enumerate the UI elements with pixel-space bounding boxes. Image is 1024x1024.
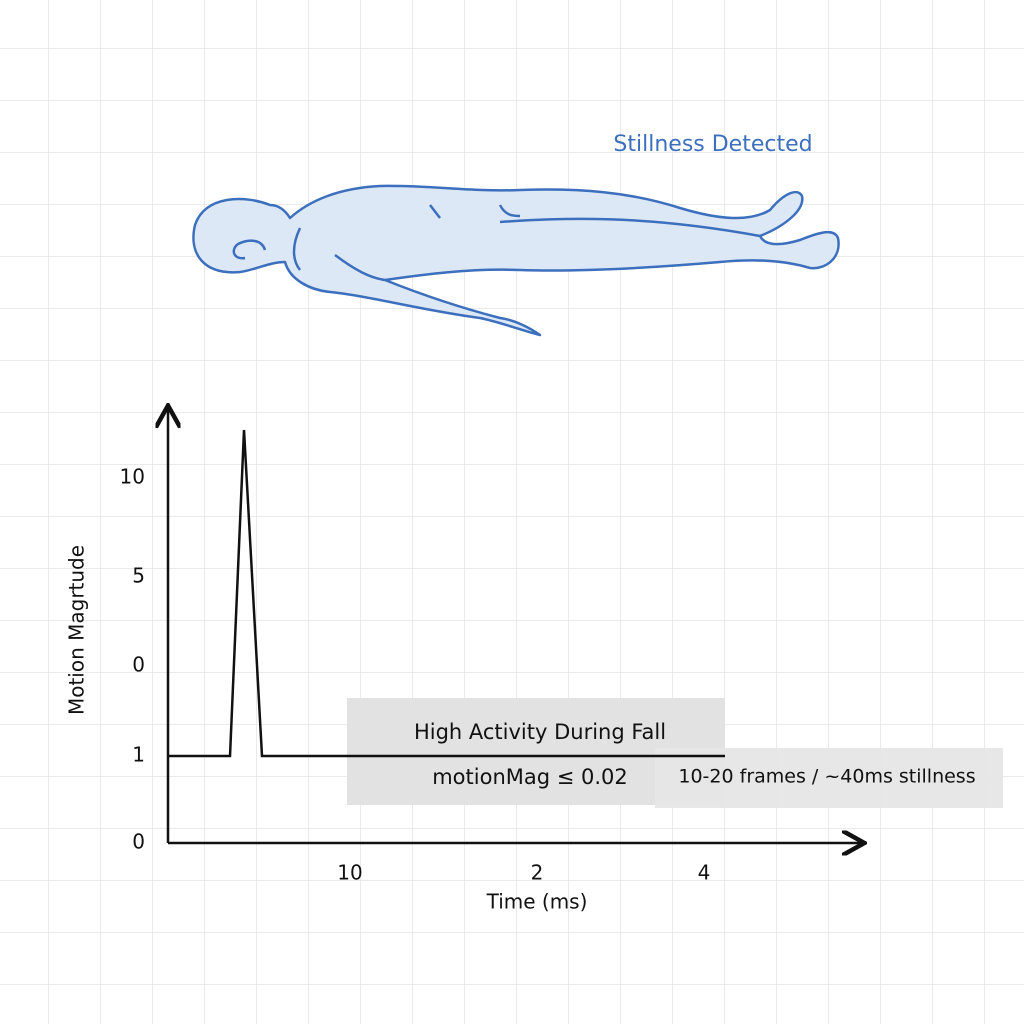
figure-label: Stillness Detected: [613, 132, 812, 157]
motion-line: [168, 429, 725, 758]
x-tick-label: 2: [531, 861, 544, 885]
activity-label: High Activity During Fall: [414, 720, 666, 744]
threshold-label: motionMag ≤ 0.02: [432, 765, 628, 789]
lying-figure: [192, 184, 840, 337]
x-tick-label: 4: [698, 861, 711, 885]
y-axis-label: Motion Magrtude: [65, 545, 89, 715]
x-axis-label: Time (ms): [486, 890, 588, 914]
stillness-label: 10-20 frames / ~40ms stillness: [678, 766, 975, 788]
stillness-box: [655, 748, 1003, 808]
y-tick-label: 1: [132, 743, 145, 767]
y-tick-label: 5: [132, 564, 145, 588]
x-tick-label: 10: [337, 861, 362, 885]
y-tick-label: 0: [132, 653, 145, 677]
y-tick-label: 10: [120, 465, 145, 489]
y-tick-label: 0: [132, 830, 145, 854]
